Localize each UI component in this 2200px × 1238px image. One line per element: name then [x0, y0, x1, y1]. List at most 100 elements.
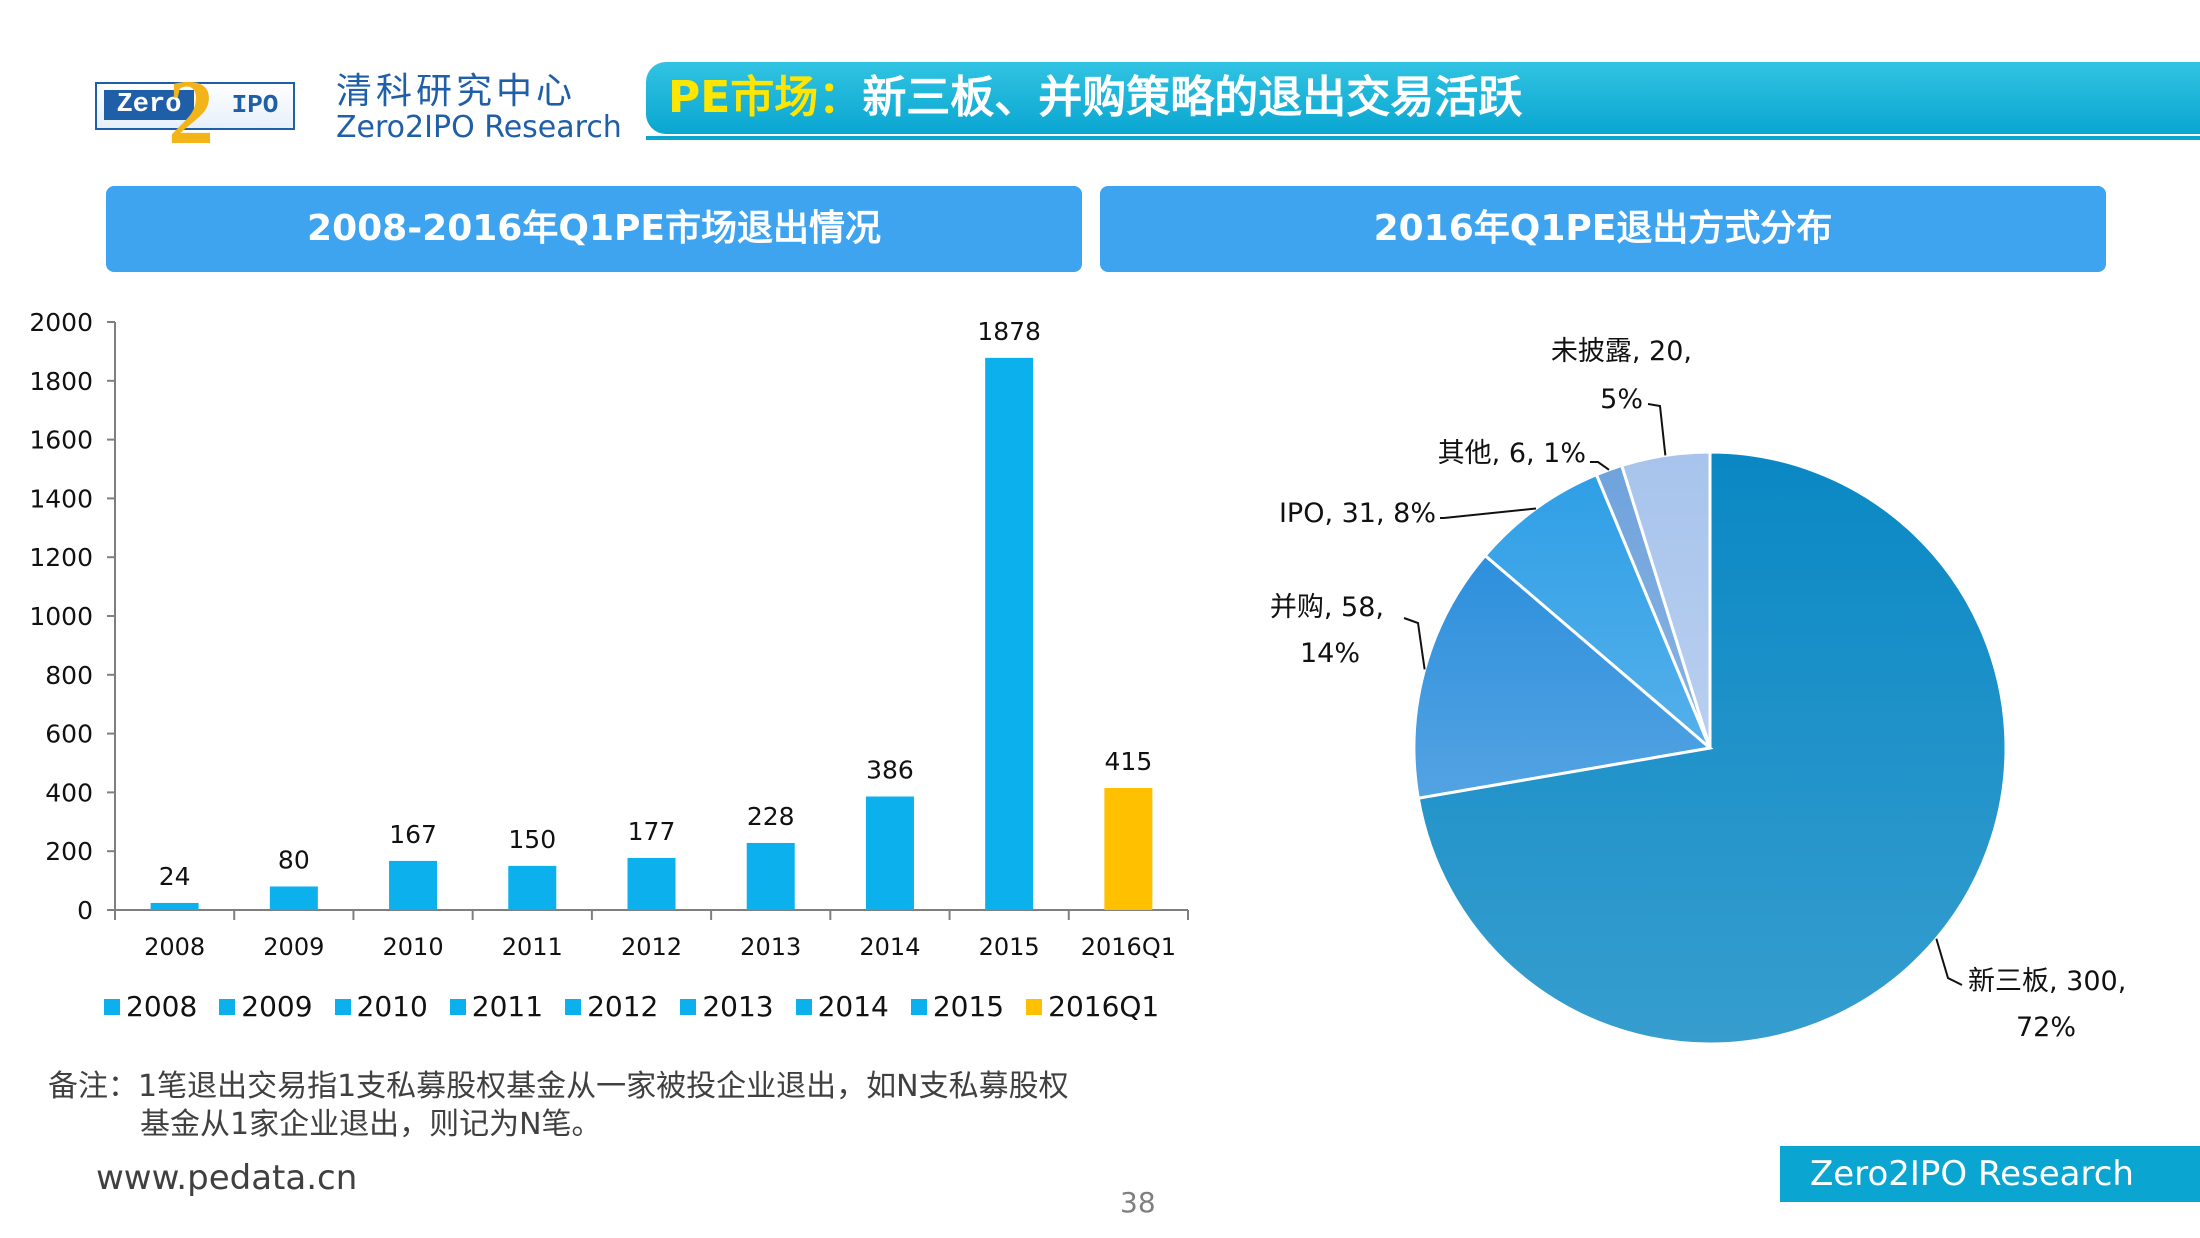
legend-item-2012: 2012: [565, 990, 658, 1023]
pie-leader-IPO: [1440, 507, 1537, 519]
title-bar: [646, 62, 2200, 134]
data-label-2015: 1878: [977, 317, 1041, 346]
x-tick-label-2011: 2011: [502, 933, 563, 961]
pie-leader-其他: [1590, 461, 1610, 471]
pie-label-新三板: 新三板, 300,: [1968, 966, 2126, 997]
bar-chart: 0 200 400 600 800 1000 1200 1400 1600 1800 2000 24…: [29, 308, 1189, 961]
slide-title-main: 新三板、并购策略的退出交易活跃: [862, 72, 1523, 123]
bar-2011: [508, 865, 557, 910]
legend-swatch: [449, 998, 466, 1015]
data-label-2014: 386: [866, 756, 914, 785]
data-label-2012: 177: [628, 817, 676, 846]
page-number: 38: [1120, 1186, 1156, 1219]
legend-item-2011: 2011: [449, 990, 544, 1023]
bar-2009: [269, 886, 318, 910]
legend-swatch: [910, 998, 927, 1015]
pie-percent-新三板: 72%: [2016, 1012, 2076, 1043]
org-name-en: Zero2IPO Research: [336, 110, 622, 145]
x-tick-label-2008: 2008: [144, 933, 205, 961]
y-tick-label: 2000: [29, 308, 93, 337]
pie-label-其他: 其他, 6, 1%: [1438, 438, 1586, 469]
data-label-2010: 167: [389, 820, 437, 849]
legend-item-2014: 2014: [795, 990, 889, 1023]
legend-item-2013: 2013: [680, 990, 774, 1023]
bar-2010: [389, 860, 438, 910]
y-tick-label: 600: [45, 720, 93, 749]
x-tick-label-2010: 2010: [383, 933, 444, 961]
org-name-cn: 清科研究中心: [336, 71, 577, 112]
bar-2013: [746, 842, 795, 910]
pie-chart-labels: 新三板, 300, 72% 并购, 58, 14% IPO, 31, 8%其他, 6, …: [1270, 336, 2126, 1043]
x-tick-label-2014: 2014: [859, 933, 920, 961]
legend-swatch: [565, 998, 582, 1015]
y-tick-label: 1200: [29, 543, 93, 572]
slide-title: PE市场：新三板、并购策略的退出交易活跃: [668, 70, 1522, 126]
legend-item-2016Q1: 2016Q1: [1026, 990, 1159, 1023]
x-tick-label-2012: 2012: [621, 933, 682, 961]
legend-swatch: [680, 998, 697, 1015]
logo-zero: Zero: [104, 90, 194, 120]
legend-item-2015: 2015: [910, 990, 1005, 1023]
note-line-2: 基金从1家企业退出，则记为N笔。: [140, 1107, 602, 1142]
legend-label: 2013: [702, 990, 774, 1023]
bar-2014: [865, 796, 914, 910]
bar-chart-header: 2008-2016年Q1PE市场退出情况: [106, 186, 1082, 272]
slide-title-accent: PE市场：: [668, 72, 863, 123]
bar-chart-legend: 2008 2009 2010 2011 2012 2013 2014 2015 2016Q1: [104, 990, 1159, 1023]
y-tick-label: 800: [45, 661, 93, 690]
legend-label: 2008: [126, 990, 198, 1023]
pie-chart: 新三板, 300, 72% 并购, 58, 14% IPO, 31, 8%其他, 6, …: [1270, 336, 2126, 1046]
legend-item-2008: 2008: [104, 990, 197, 1023]
x-tick-label-2013: 2013: [740, 933, 801, 961]
y-tick-label: 1400: [29, 484, 93, 513]
pie-label-IPO: IPO, 31, 8%: [1279, 498, 1436, 529]
pie-leader-并购: [1403, 617, 1426, 670]
bar-2008: [150, 902, 199, 910]
legend-swatch: [334, 998, 351, 1015]
data-label-2009: 80: [278, 845, 310, 874]
data-label-2013: 228: [747, 802, 795, 831]
x-tick-label-2016Q1: 2016Q1: [1081, 933, 1176, 961]
pie-percent-并购: 14%: [1300, 638, 1360, 669]
pie-label-未披露: 未披露, 20,: [1551, 336, 1692, 367]
data-label-2008: 24: [159, 862, 191, 891]
legend-item-2010: 2010: [334, 990, 428, 1023]
legend-swatch: [219, 998, 236, 1015]
pie-slice-未披露: [1619, 450, 1712, 749]
pie-chart-slices: [1412, 450, 2008, 1046]
bar-chart-axes: 0 200 400 600 800 1000 1200 1400 1600 1800 2000: [29, 308, 1189, 925]
bar-2016Q1: [1104, 787, 1153, 910]
title-underline: [646, 136, 2200, 140]
y-tick-label: 1600: [29, 426, 93, 455]
legend-label: 2011: [471, 990, 544, 1023]
pie-slice-并购: [1412, 553, 1714, 800]
x-tick-label-2009: 2009: [263, 933, 324, 961]
legend-swatch: [1026, 998, 1043, 1015]
pie-leader-新三板: [1935, 938, 1963, 986]
footer-url[interactable]: www.pedata.cn: [96, 1158, 358, 1198]
legend-label: 2012: [587, 990, 659, 1023]
bar-2015: [985, 357, 1034, 910]
legend-item-2009: 2009: [219, 990, 313, 1023]
bar-chart-bars: 24 2008 80 2009 167 2010 150 2011 177 2012 228 2013…: [144, 317, 1176, 961]
y-tick-label: 1000: [29, 602, 93, 631]
pie-slice-IPO: [1482, 472, 1712, 750]
data-label-2016Q1: 415: [1105, 747, 1153, 776]
legend-label: 2016Q1: [1048, 990, 1160, 1023]
legend-label: 2014: [817, 990, 889, 1023]
legend-swatch: [795, 998, 812, 1015]
data-label-2011: 150: [508, 825, 556, 854]
y-tick-label: 400: [45, 778, 93, 807]
legend-label: 2015: [932, 990, 1005, 1023]
legend-label: 2010: [356, 990, 428, 1023]
y-tick-label: 1800: [29, 367, 93, 396]
pie-label-并购: 并购, 58,: [1270, 592, 1384, 623]
pie-chart-header: 2016年Q1PE退出方式分布: [1100, 186, 2106, 272]
pie-percent-未披露: 5%: [1600, 384, 1643, 415]
y-tick-label: 200: [45, 837, 93, 866]
footer-brand: Zero2IPO Research: [1780, 1146, 2200, 1202]
pie-leader-未披露: [1647, 403, 1667, 456]
logo-ipo: IPO: [231, 90, 279, 120]
legend-label: 2009: [241, 990, 313, 1023]
y-tick-label: 0: [77, 896, 93, 925]
